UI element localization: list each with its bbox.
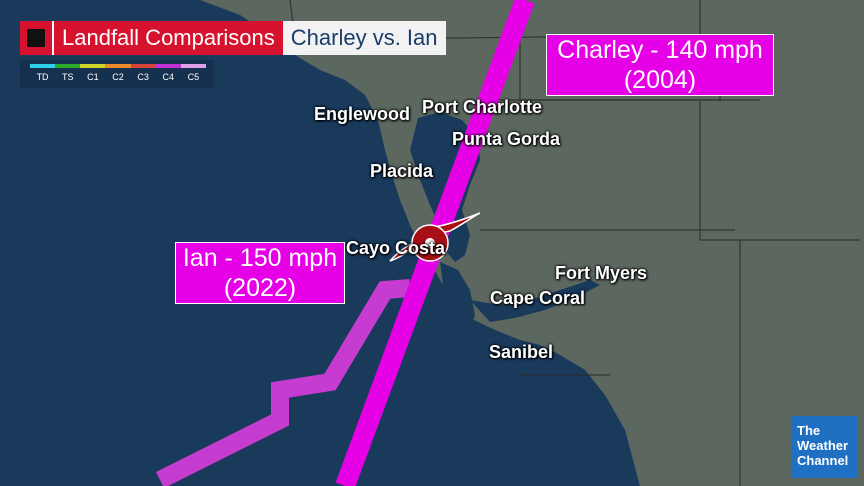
legend-swatch-c5 [180, 64, 206, 68]
ian-label: Ian - 150 mph (2022) [175, 242, 345, 304]
city-label-cayo-costa: Cayo Costa [346, 238, 446, 258]
ian-track [155, 279, 411, 486]
caloosahatchee-river [470, 280, 600, 322]
legend-swatch-c4 [155, 64, 181, 68]
legend-label-ts: TS [61, 72, 74, 82]
legend-swatch-c2 [105, 64, 131, 68]
title-bar: Landfall Comparisons Charley vs. Ian [20, 21, 446, 55]
hurricane-icon [389, 212, 481, 262]
city-label-placida: Placida [370, 161, 434, 181]
city-label-englewood: Englewood [314, 104, 410, 124]
legend-label-c4: C4 [162, 72, 175, 82]
legend-labels: TD TS C1 C2 C3 C4 C5 [30, 72, 206, 82]
legend-swatch-td [30, 64, 56, 68]
pine-island-sound [440, 262, 475, 330]
legend-label-c1: C1 [87, 72, 99, 82]
logo-line2: Weather [797, 438, 849, 453]
city-label-sanibel: Sanibel [489, 342, 554, 362]
page-title: Landfall Comparisons [54, 21, 283, 55]
legend-label-c5: C5 [187, 72, 200, 82]
city-label-port-charlotte: Port Charlotte [422, 97, 543, 117]
charley-label-line1: Charley - 140 mph [557, 36, 763, 64]
weather-channel-logo: The Weather Channel [792, 416, 858, 478]
land-florida [200, 0, 864, 486]
legend-color-bar [30, 64, 206, 68]
ian-label-line1: Ian - 150 mph [182, 244, 338, 272]
legend-label-c3: C3 [137, 72, 149, 82]
hurricane-center-icon [20, 21, 54, 55]
county-lines [289, 0, 860, 486]
charley-label: Charley - 140 mph (2004) [546, 34, 774, 96]
legend-swatch-ts [55, 64, 81, 68]
legend-label-td: TD [36, 72, 49, 82]
legend-swatch-c3 [130, 64, 156, 68]
legend-swatch-c1 [80, 64, 106, 68]
city-label-punta-gorda: Punta Gorda [452, 129, 561, 149]
page-subtitle: Charley vs. Ian [282, 21, 446, 55]
category-legend: TD TS C1 C2 C3 C4 C5 [20, 60, 214, 88]
logo-line1: The [797, 423, 821, 438]
ian-label-line2: (2022) [223, 274, 297, 302]
legend-label-c2: C2 [112, 72, 124, 82]
city-label-fort-myers: Fort Myers [555, 263, 648, 283]
logo-line3: Channel [797, 453, 849, 468]
city-label-cape-coral: Cape Coral [490, 288, 586, 308]
charley-label-line2: (2004) [623, 66, 697, 94]
